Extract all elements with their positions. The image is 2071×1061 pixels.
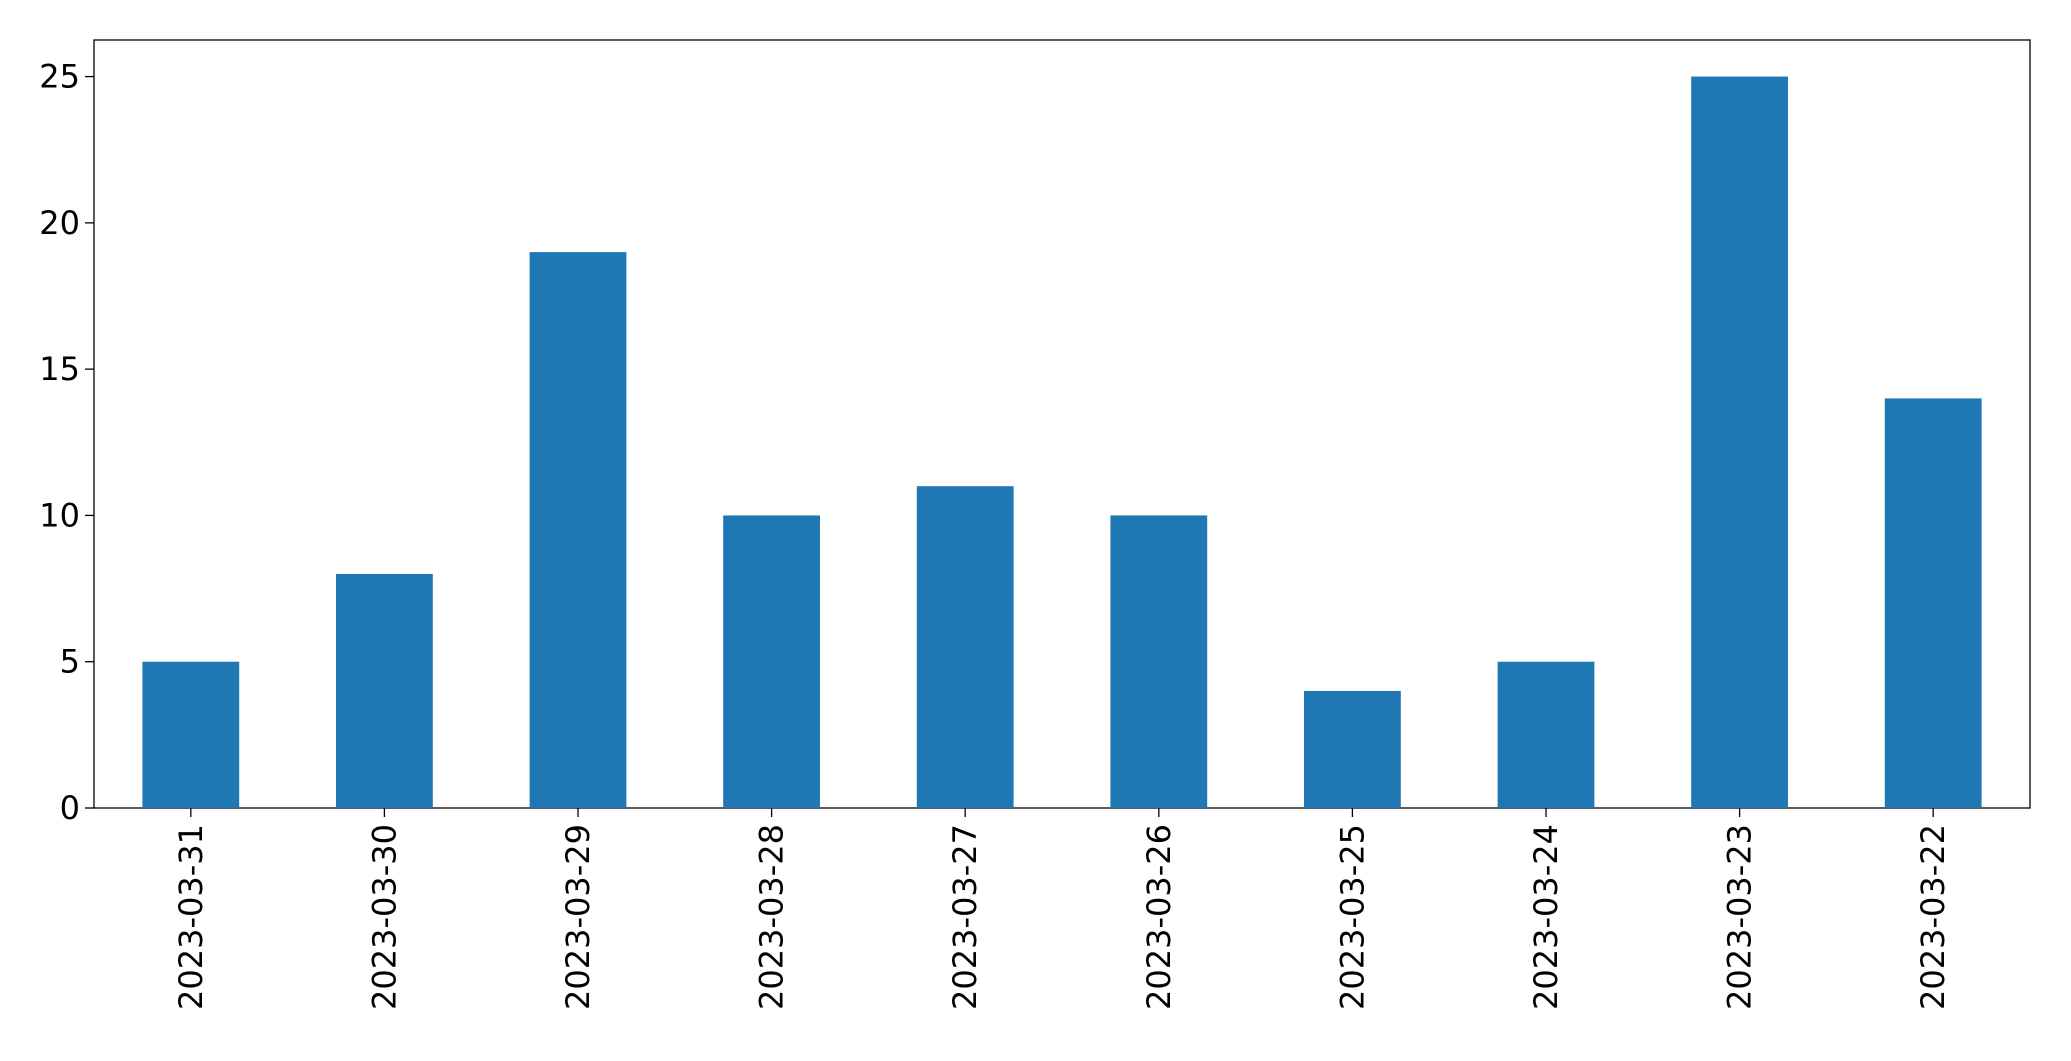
y-tick-label: 25 xyxy=(39,58,80,96)
x-tick-label: 2023-03-22 xyxy=(1914,824,1952,1010)
bar xyxy=(1110,515,1208,808)
x-tick-label: 2023-03-26 xyxy=(1140,824,1178,1010)
bar xyxy=(1304,690,1401,808)
bar xyxy=(1497,661,1595,808)
x-tick-label: 2023-03-31 xyxy=(172,824,210,1010)
bar xyxy=(723,515,820,808)
x-tick-label: 2023-03-23 xyxy=(1721,824,1759,1010)
bar xyxy=(1884,398,1982,808)
x-tick-label: 2023-03-24 xyxy=(1527,824,1565,1010)
y-tick-label: 15 xyxy=(39,350,80,388)
y-tick-label: 5 xyxy=(60,643,80,681)
bar xyxy=(336,573,433,808)
x-tick-label: 2023-03-30 xyxy=(365,824,403,1010)
y-tick-label: 10 xyxy=(39,496,80,534)
x-tick-label: 2023-03-25 xyxy=(1333,824,1371,1010)
bar xyxy=(1691,76,1788,809)
bar xyxy=(142,661,240,808)
x-tick-label: 2023-03-27 xyxy=(946,824,984,1010)
x-tick-label: 2023-03-28 xyxy=(753,824,791,1010)
y-tick-label: 20 xyxy=(39,204,80,242)
bar xyxy=(529,252,627,809)
plot-frame xyxy=(93,39,2031,809)
bar xyxy=(916,486,1014,808)
y-tick-label: 0 xyxy=(60,789,80,827)
x-tick-label: 2023-03-29 xyxy=(559,824,597,1010)
